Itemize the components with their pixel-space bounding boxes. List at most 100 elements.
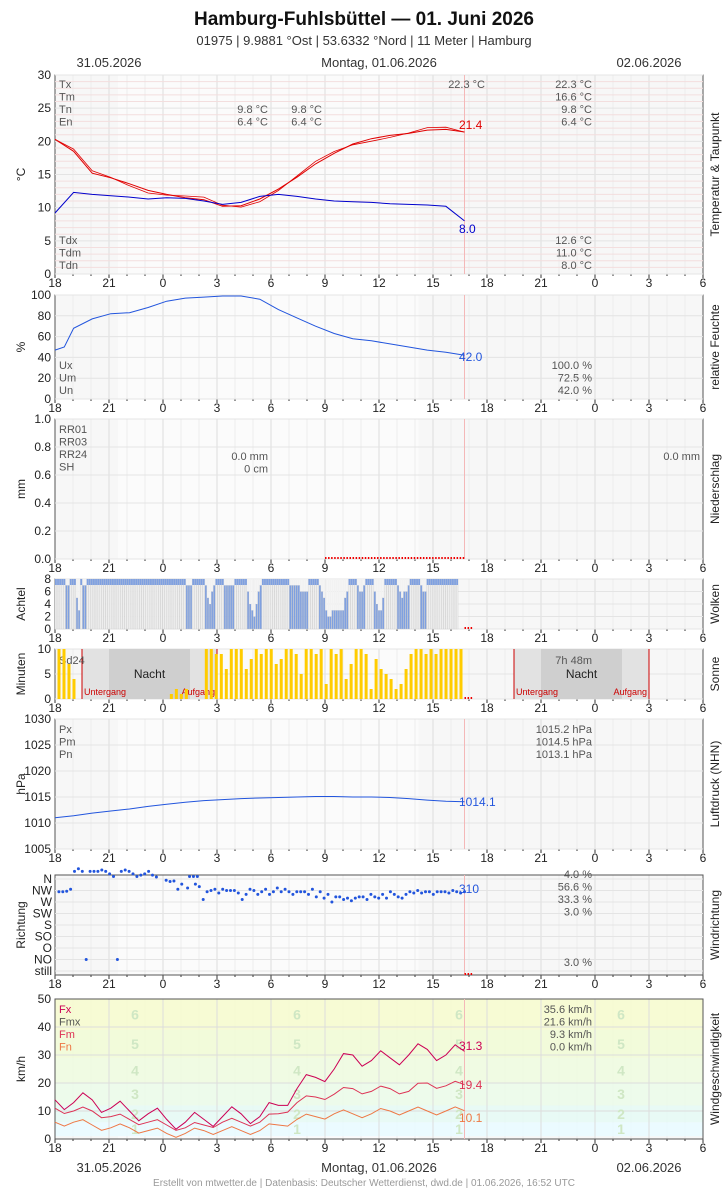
- x-tick-label: 15: [426, 701, 440, 715]
- cloud-top: [112, 579, 114, 585]
- cloud-top: [74, 579, 76, 585]
- daylight-band: [118, 719, 419, 849]
- cloud-top: [105, 579, 108, 585]
- cloud-bar-clear: [401, 579, 404, 598]
- daylight-band: [118, 419, 419, 559]
- wind-dir-point: [217, 891, 221, 895]
- wind-dir-point: [188, 874, 192, 878]
- x-tick-label: 21: [102, 276, 116, 290]
- cloud-top: [171, 579, 173, 585]
- cloud-bar: [394, 578, 397, 630]
- y-tick-label: N: [43, 872, 52, 886]
- cloud-bar-clear: [84, 579, 87, 586]
- x-tick-label: 9: [322, 1141, 329, 1155]
- cloud-bar: [272, 578, 275, 630]
- wind-dir-point: [205, 890, 209, 894]
- legend-wind: Fmx: [59, 1017, 81, 1029]
- cloud-bar: [124, 578, 127, 630]
- y-tick-label: 15: [38, 168, 52, 182]
- daylight-band: [118, 295, 419, 399]
- wind-dir-point: [303, 890, 307, 894]
- cloud-bar: [430, 578, 433, 630]
- y-tick-label: 1025: [24, 738, 51, 752]
- y-tick-label: 30: [38, 68, 52, 82]
- beaufort-label: 3: [455, 1086, 463, 1102]
- sun-bar: [409, 654, 413, 699]
- side-label: Sonne: [708, 656, 722, 691]
- beaufort-label: 6: [293, 1006, 301, 1022]
- cloud-top: [437, 579, 440, 585]
- sun-bar: [259, 654, 263, 699]
- cloud-top: [447, 579, 450, 585]
- missing-mark: [456, 557, 459, 559]
- wind-dir-point: [268, 892, 271, 896]
- date-center: Montag, 01.06.2026: [321, 55, 437, 70]
- cloud-bar-clear: [249, 579, 252, 604]
- y-tick-label: 0.6: [34, 468, 51, 482]
- cloud-bar-clear: [82, 579, 85, 586]
- cloud-bar: [187, 585, 191, 630]
- cloud-bar: [456, 578, 459, 630]
- wind-dir-point: [357, 895, 361, 899]
- cloud-top: [445, 579, 448, 585]
- cloud-bar: [61, 578, 64, 630]
- missing-mark: [346, 557, 348, 559]
- cloud-bar: [304, 591, 307, 630]
- x-tick-label: 0: [592, 401, 599, 415]
- beaufort-label: 3: [293, 1086, 301, 1102]
- y-tick-label: 5: [44, 234, 51, 248]
- cloud-bar-clear: [331, 579, 334, 611]
- wind-dir-point: [229, 889, 232, 892]
- cloud-bar: [99, 578, 102, 630]
- cloud-top: [426, 579, 429, 585]
- missing-mark: [398, 557, 400, 559]
- cloud-bar: [339, 610, 343, 630]
- sun-bar: [169, 694, 173, 699]
- wind-dir-point: [236, 891, 240, 895]
- date-right-bottom: 02.06.2026: [616, 1160, 681, 1175]
- x-tick-label: 18: [48, 631, 62, 645]
- cloud-bar: [206, 597, 210, 630]
- sun-bar: [179, 694, 183, 699]
- cloud-top: [95, 579, 97, 585]
- cloud-top: [310, 579, 313, 585]
- wind-dir-point: [463, 890, 466, 894]
- legend-precip: RR24: [59, 449, 87, 461]
- night-label: Nacht: [566, 667, 598, 681]
- cloud-bar-clear: [321, 579, 323, 592]
- legend-bottom: Tdx: [59, 235, 78, 247]
- cloud-bar-clear: [185, 579, 188, 586]
- x-tick-label: 21: [102, 701, 116, 715]
- x-tick-label: 18: [48, 701, 62, 715]
- cloud-bar: [443, 578, 446, 630]
- cloud-top: [97, 579, 100, 585]
- missing-mark: [328, 557, 330, 559]
- cloud-bar-clear: [378, 579, 380, 611]
- wind-dir-point: [388, 890, 392, 894]
- cloud-bar: [101, 578, 104, 630]
- cloud-bar: [293, 585, 296, 630]
- beaufort-label: 1: [131, 1121, 139, 1137]
- cloud-bar: [363, 585, 366, 630]
- last-dir-label: 310: [459, 882, 479, 896]
- x-tick-label: 9: [322, 851, 329, 865]
- cloud-top: [409, 579, 412, 585]
- cloud-bar: [348, 578, 351, 630]
- cloud-bar-clear: [255, 579, 258, 604]
- cloud-bar-clear: [251, 579, 254, 611]
- x-tick-label: 18: [480, 561, 494, 575]
- cloud-top: [234, 579, 237, 585]
- cloud-bar-clear: [323, 579, 326, 598]
- cloud-top: [107, 579, 110, 585]
- y-tick-label: 1010: [24, 816, 51, 830]
- y-tick-label: 30: [38, 1048, 52, 1062]
- x-tick-label: 18: [480, 401, 494, 415]
- sun-bar: [204, 649, 208, 699]
- cloud-bar-clear: [340, 579, 342, 611]
- cloud-top: [160, 579, 163, 585]
- wind-dir-point: [349, 899, 353, 903]
- cloud-top: [133, 579, 135, 585]
- missing-mark: [464, 697, 466, 699]
- missing-mark: [459, 557, 462, 559]
- x-tick-label: 3: [646, 977, 653, 991]
